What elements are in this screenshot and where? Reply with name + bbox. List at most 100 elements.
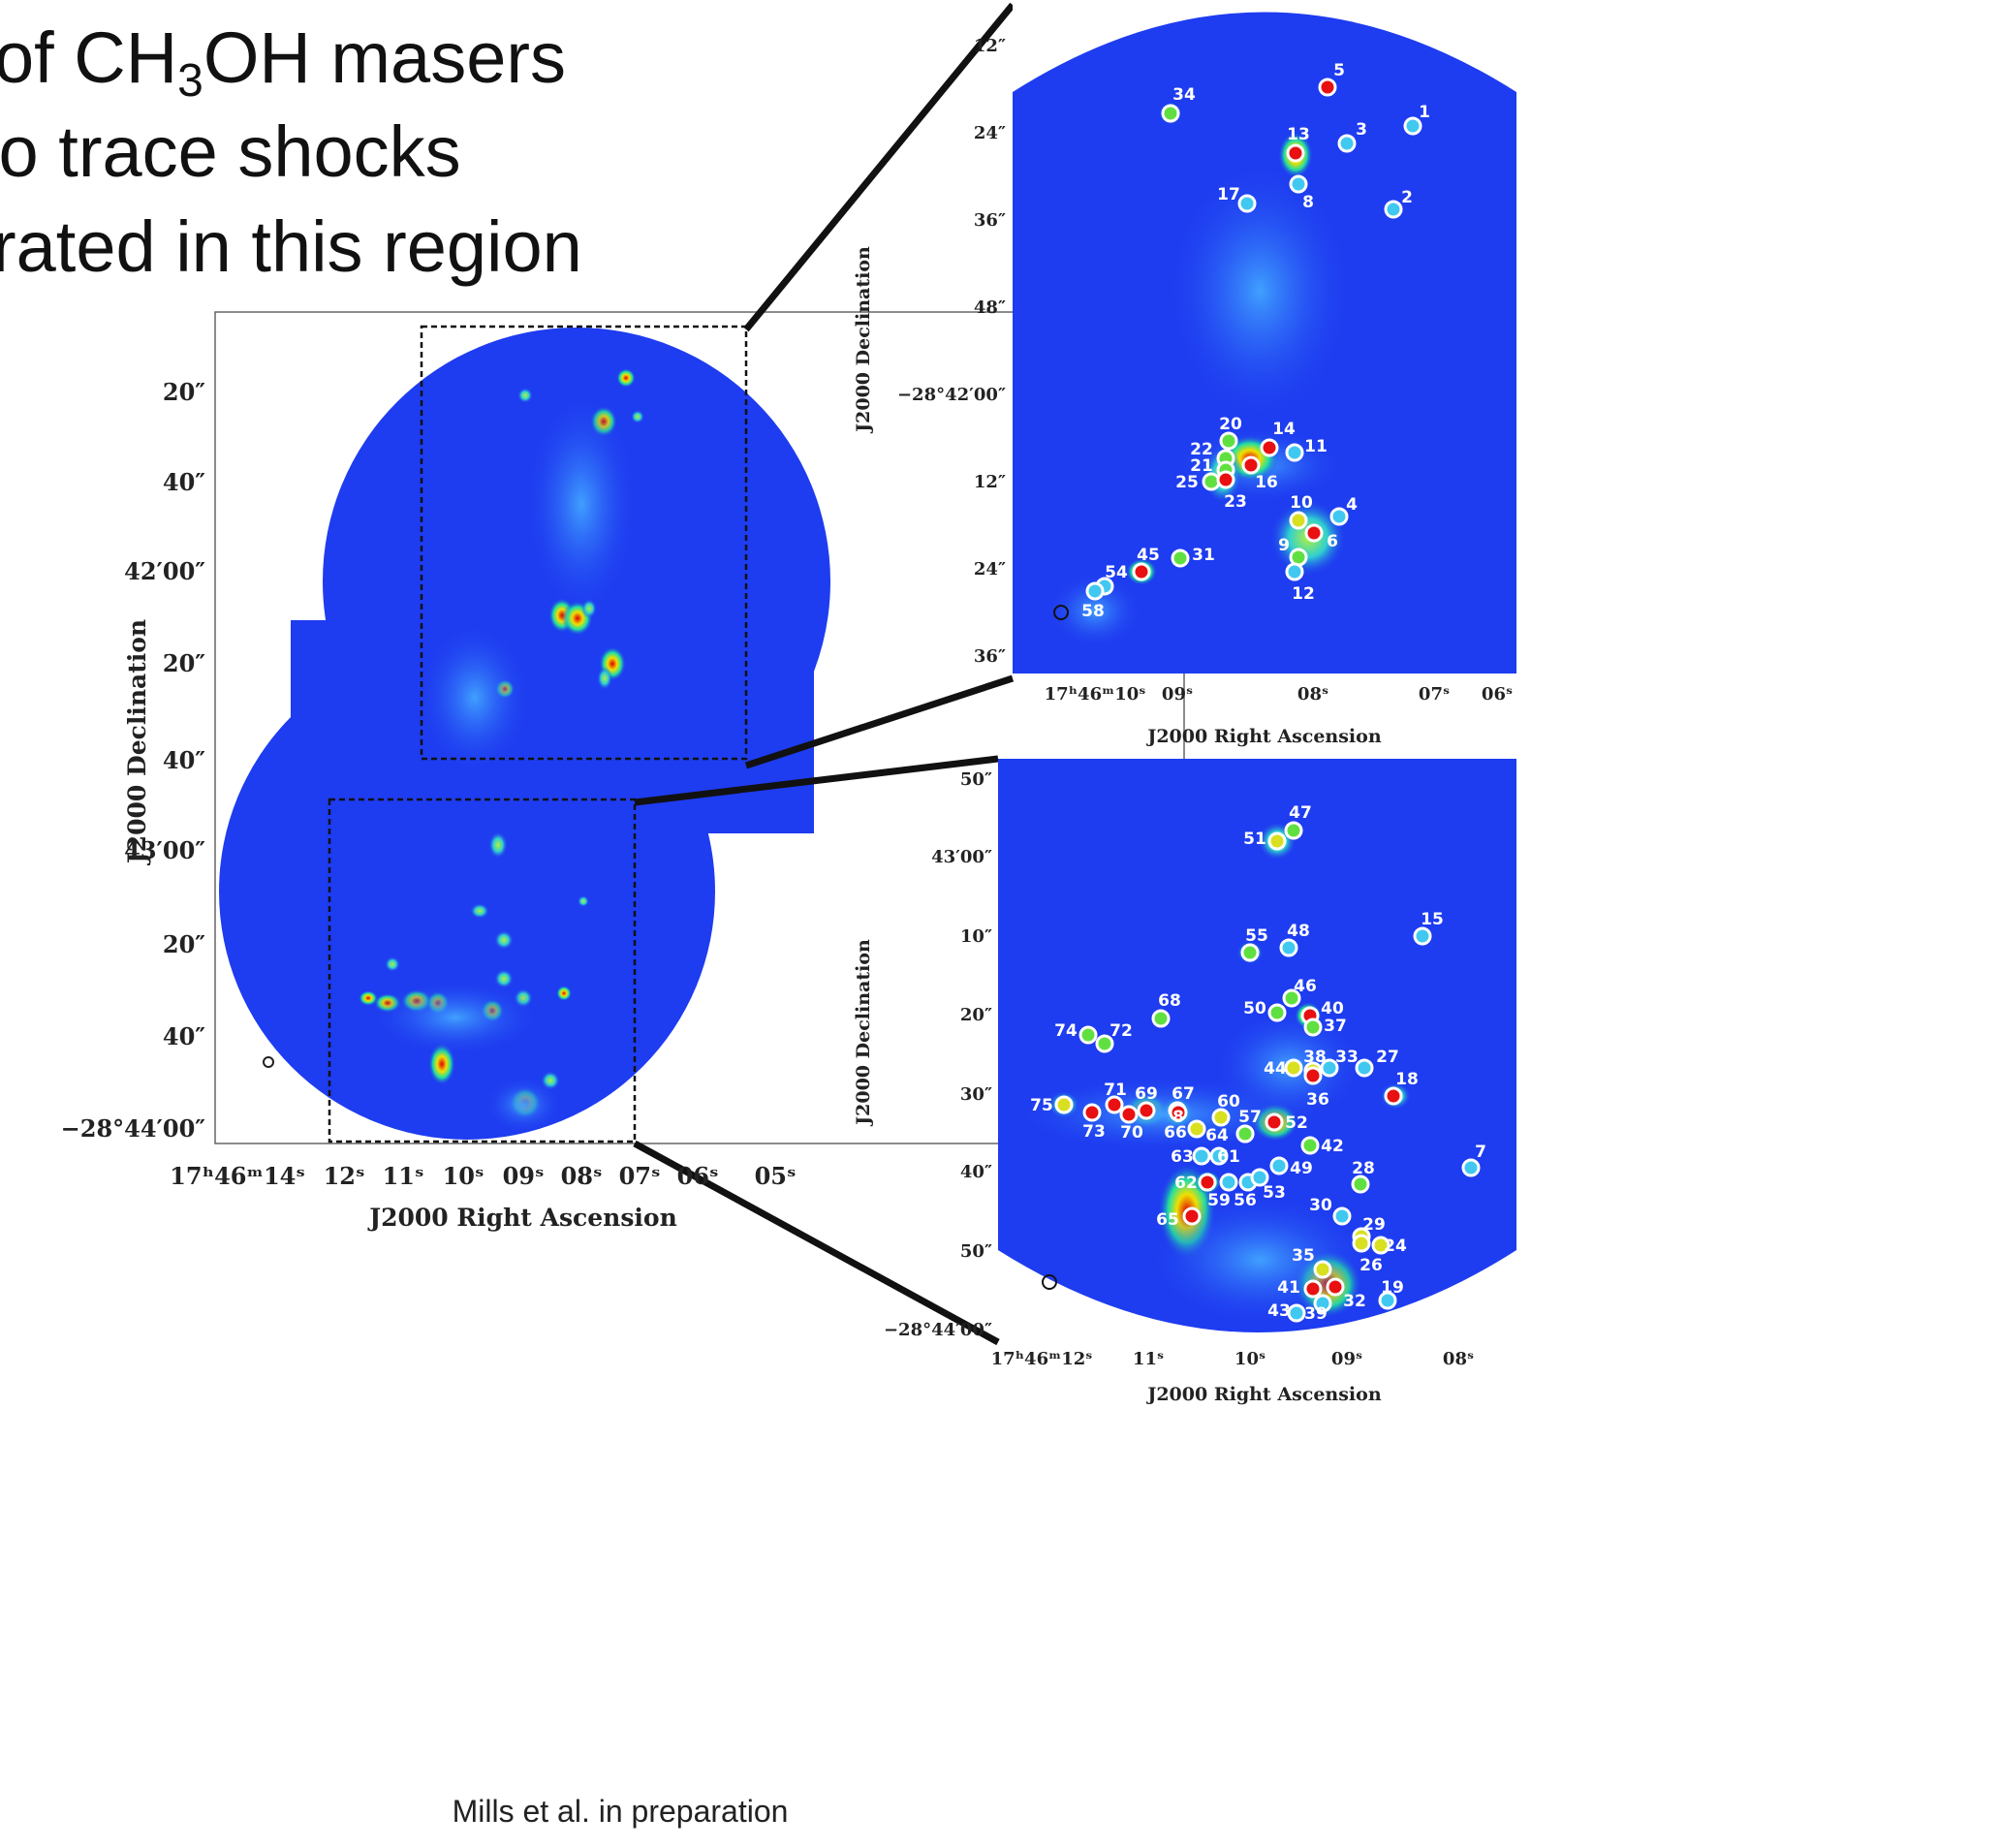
emission-blob: [1163, 155, 1357, 426]
emission-blob: [517, 388, 533, 403]
slide: of CH3OH masers to trace shocks rated in…: [0, 0, 2000, 1848]
zoom-top-image: [1013, 0, 1516, 673]
maser-marker: [1306, 525, 1322, 541]
maser-marker: [1291, 513, 1306, 528]
y-axis-title: J2000 Declination: [853, 939, 874, 1127]
maser-label: 27: [1376, 1048, 1399, 1067]
y-tick-label: 10″: [960, 926, 992, 947]
emission-blob: [616, 368, 636, 388]
emission-blob: [417, 620, 533, 775]
maser-label: 67: [1172, 1084, 1195, 1104]
y-tick-label: 36″: [974, 210, 1006, 231]
maser-label: 14: [1272, 420, 1296, 439]
maser-label: 57: [1238, 1108, 1262, 1127]
x-tick-label: 05ˢ: [755, 1162, 797, 1190]
maser-label: 15: [1421, 910, 1444, 929]
x-tick-label: 06ˢ: [677, 1162, 719, 1190]
emission-blob: [556, 986, 572, 1001]
maser-label: 72: [1109, 1021, 1133, 1041]
maser-marker: [1203, 474, 1219, 489]
maser-label: 49: [1290, 1159, 1313, 1178]
emission-blob: [484, 1076, 562, 1134]
main-image: [194, 310, 872, 1163]
y-tick-label: 40″: [163, 746, 205, 774]
emission-blob: [523, 388, 640, 620]
x-tick-label: 07ˢ: [619, 1162, 661, 1190]
maser-label: 9: [1278, 536, 1290, 555]
maser-label: 55: [1245, 926, 1268, 946]
maser-label: 41: [1277, 1278, 1300, 1298]
maser-label: 73: [1082, 1122, 1106, 1142]
title-subscript: 3: [177, 55, 203, 107]
maser-marker: [1200, 1175, 1215, 1190]
maser-marker: [1239, 196, 1255, 211]
maser-marker: [1139, 1103, 1154, 1118]
maser-marker: [1221, 433, 1236, 449]
maser-label: 29: [1362, 1215, 1386, 1235]
maser-marker: [1262, 440, 1277, 455]
maser-label: 48: [1287, 922, 1310, 941]
maser-marker: [1194, 1148, 1209, 1164]
maser-label: 32: [1343, 1292, 1366, 1311]
x-tick-label: 12ˢ: [324, 1162, 365, 1190]
y-tick-label: −28°42′00″: [897, 385, 1006, 405]
maser-marker: [1243, 457, 1259, 473]
x-tick-label: 10ˢ: [1234, 1349, 1266, 1369]
maser-marker: [1266, 1114, 1282, 1130]
maser-label: 37: [1324, 1017, 1347, 1036]
maser-marker: [1286, 823, 1301, 838]
maser-marker: [1463, 1160, 1479, 1175]
maser-label: 65: [1156, 1210, 1179, 1230]
maser-label: 35: [1292, 1246, 1315, 1266]
y-tick-label: 50″: [960, 1241, 992, 1262]
y-axis-title: J2000 Declination: [123, 619, 151, 865]
maser-label: 4: [1346, 495, 1358, 515]
maser-marker: [1134, 564, 1149, 579]
maser-label: 58: [1081, 602, 1105, 621]
maser-marker: [1221, 1175, 1236, 1190]
maser-label: 11: [1304, 437, 1328, 456]
y-tick-label: −28°44′00″: [884, 1320, 992, 1340]
maser-label: 52: [1285, 1113, 1308, 1133]
maser-label: 70: [1120, 1123, 1143, 1143]
maser-label: 31: [1192, 546, 1215, 565]
maser-marker: [1237, 1126, 1253, 1142]
maser-label: 46: [1294, 977, 1317, 996]
maser-marker: [1056, 1097, 1072, 1112]
maser-label: 44: [1264, 1059, 1287, 1079]
maser-marker: [1213, 1110, 1229, 1125]
maser-label: 1: [1419, 103, 1430, 122]
maser-label: 17: [1217, 185, 1240, 204]
maser-label: 40: [1321, 999, 1344, 1018]
maser-label: 62: [1174, 1174, 1198, 1193]
maser-marker: [1242, 945, 1258, 960]
maser-marker: [1080, 1027, 1096, 1043]
x-tick-label: 08ˢ: [1443, 1349, 1474, 1369]
x-tick-label: 06ˢ: [1482, 684, 1513, 705]
maser-label: 13: [1287, 125, 1310, 144]
emission-blob: [597, 667, 612, 690]
title-part: OH masers: [203, 17, 566, 98]
maser-marker: [1291, 176, 1306, 192]
maser-marker: [1288, 145, 1303, 161]
y-tick-label: 20″: [163, 378, 205, 406]
maser-label: 7: [1475, 1143, 1486, 1162]
title-line: to trace shocks: [0, 111, 461, 192]
y-tick-label: −28°44′00″: [61, 1114, 206, 1143]
maser-label: 47: [1289, 803, 1312, 823]
maser-label: 23: [1224, 492, 1247, 512]
maser-marker: [1339, 136, 1355, 151]
maser-label: 34: [1172, 85, 1196, 105]
maser-label: 59: [1207, 1191, 1231, 1210]
maser-label: 69: [1135, 1084, 1158, 1104]
maser-marker: [1302, 1138, 1318, 1153]
y-tick-label: 40″: [163, 468, 205, 496]
maser-marker: [1320, 79, 1335, 95]
y-tick-label: 12″: [974, 472, 1006, 492]
title-line: rated in this region: [0, 206, 582, 287]
maser-label: 5: [1333, 61, 1345, 80]
maser-label: 26: [1359, 1256, 1383, 1275]
x-tick-label: 07ˢ: [1419, 684, 1450, 705]
maser-marker: [1269, 833, 1285, 849]
x-tick-label: 17ʰ46ᵐ10ˢ: [1045, 684, 1146, 705]
